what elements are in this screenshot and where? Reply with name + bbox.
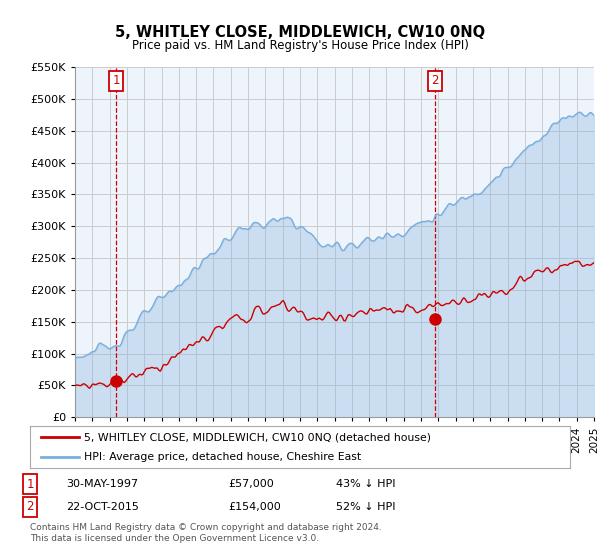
Text: HPI: Average price, detached house, Cheshire East: HPI: Average price, detached house, Ches… bbox=[84, 452, 361, 462]
Text: 1: 1 bbox=[26, 478, 34, 491]
Text: Contains HM Land Registry data © Crown copyright and database right 2024.
This d: Contains HM Land Registry data © Crown c… bbox=[30, 524, 382, 543]
Text: 2: 2 bbox=[26, 500, 34, 514]
Text: 52% ↓ HPI: 52% ↓ HPI bbox=[336, 502, 395, 512]
Text: £57,000: £57,000 bbox=[228, 479, 274, 489]
Text: 22-OCT-2015: 22-OCT-2015 bbox=[66, 502, 139, 512]
Text: 1: 1 bbox=[112, 74, 120, 87]
Text: 30-MAY-1997: 30-MAY-1997 bbox=[66, 479, 138, 489]
Text: Price paid vs. HM Land Registry's House Price Index (HPI): Price paid vs. HM Land Registry's House … bbox=[131, 39, 469, 52]
Text: 2: 2 bbox=[431, 74, 439, 87]
Text: £154,000: £154,000 bbox=[228, 502, 281, 512]
Text: 5, WHITLEY CLOSE, MIDDLEWICH, CW10 0NQ: 5, WHITLEY CLOSE, MIDDLEWICH, CW10 0NQ bbox=[115, 25, 485, 40]
Text: 5, WHITLEY CLOSE, MIDDLEWICH, CW10 0NQ (detached house): 5, WHITLEY CLOSE, MIDDLEWICH, CW10 0NQ (… bbox=[84, 432, 431, 442]
Text: 43% ↓ HPI: 43% ↓ HPI bbox=[336, 479, 395, 489]
